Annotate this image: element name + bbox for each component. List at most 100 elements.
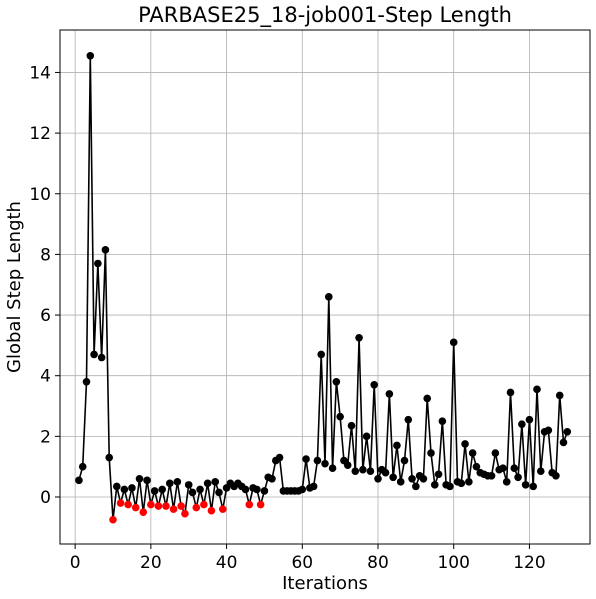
data-point [90,350,98,359]
data-point [438,417,447,425]
data-point [423,394,432,403]
data-point [253,485,261,494]
data-point [347,421,356,430]
data-point [150,487,159,495]
grid-layer [60,30,590,544]
data-point [105,453,114,462]
data-point [457,479,466,488]
y-tick-label: 6 [40,306,51,326]
x-axis-label: Iterations [282,573,368,594]
data-point [184,481,193,489]
data-point [400,456,409,465]
x-tick-label: 60 [291,553,313,573]
data-point [211,478,220,486]
data-point [275,453,284,462]
data-point [491,449,500,457]
data-point-negative [147,500,155,509]
data-point [529,482,538,491]
data-point [94,259,102,268]
data-point-negative [169,505,178,513]
data-point-negative [192,503,201,512]
data-point [343,461,352,469]
data-point [112,482,121,491]
data-point [203,479,212,488]
data-point [359,465,367,474]
data-point [525,415,534,424]
series-layer [75,51,572,524]
data-point [419,475,428,483]
data-point [514,473,522,482]
y-tick-label: 12 [29,124,51,144]
data-point [241,485,250,494]
data-point [101,246,110,254]
data-point [302,455,310,463]
data-point-negative [177,502,185,510]
data-point [499,464,507,472]
data-point [385,390,394,398]
data-point [317,350,326,359]
data-point-negative [245,500,254,509]
data-point [472,462,481,471]
data-point [120,485,129,494]
data-point [506,388,515,397]
data-point [446,482,454,491]
data-point [165,479,174,488]
x-tick-label: 120 [513,553,545,573]
data-point [86,51,95,60]
y-axis-label: Global Step Length [4,201,25,373]
data-point [128,484,136,492]
data-point-negative [218,505,227,513]
data-point [75,476,83,485]
data-point [78,462,87,471]
data-point [381,468,390,477]
data-point [393,441,401,450]
data-point [404,415,413,424]
data-point [536,467,545,476]
data-point [268,475,276,483]
data-point-negative [131,503,140,512]
data-point [336,412,344,421]
data-point [298,485,307,494]
data-point [135,475,144,483]
data-point [430,481,439,489]
data-point [332,377,341,386]
data-point [521,481,530,489]
data-point [510,464,519,472]
data-point [188,488,197,497]
data-point [502,478,511,486]
data-point [313,456,322,465]
data-point-negative [154,502,163,510]
data-point [351,467,360,476]
data-point [158,485,167,494]
data-point [389,473,397,482]
data-point [143,476,151,485]
data-point [366,467,375,476]
data-point [374,475,382,483]
data-point [434,470,443,479]
data-point [396,478,405,486]
data-point-negative [116,499,125,507]
tick-layer: 0 20 40 60 80 100 120 0 2 4 6 8 10 12 14 [29,63,545,573]
data-point [173,478,182,486]
data-point [82,377,91,386]
data-point [559,438,568,447]
y-tick-label: 10 [29,185,51,205]
data-point-negative [124,500,132,509]
y-tick-label: 14 [29,63,51,83]
data-point [260,487,269,495]
data-point [370,380,379,389]
data-point [196,485,204,494]
data-point [449,338,458,347]
data-point-negative [181,509,189,518]
data-point [309,482,318,491]
x-tick-label: 20 [140,553,162,573]
data-point-negative [162,502,170,510]
data-point-negative [200,500,208,509]
data-point [555,391,564,400]
data-point [563,427,572,436]
y-tick-label: 2 [40,427,51,447]
data-point [412,482,420,491]
plot-frame [59,29,591,545]
